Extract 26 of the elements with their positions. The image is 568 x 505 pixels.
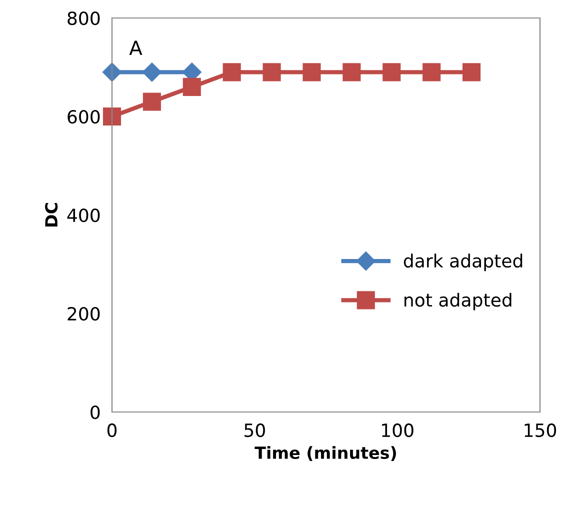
x-tick-label: 0 (107, 423, 117, 438)
y-axis-title: DC (45, 203, 58, 227)
point (302, 63, 321, 82)
point (142, 62, 162, 82)
point (462, 63, 481, 82)
x-tick-label: 50 (244, 423, 265, 438)
x-tick-label: 100 (382, 423, 414, 438)
point (222, 63, 241, 82)
y-tick-label: 200 (68, 306, 100, 321)
annotation: A (129, 40, 142, 55)
point (102, 62, 122, 82)
y-tick-label: 800 (68, 11, 100, 26)
point (262, 63, 281, 82)
point (342, 63, 361, 82)
x-tick-label: 150 (524, 423, 556, 438)
point (422, 63, 441, 82)
point (142, 92, 161, 111)
y-tick-label: 0 (90, 405, 100, 420)
x-axis-title: Time (minutes) (254, 446, 396, 462)
point (382, 63, 401, 82)
point (102, 107, 122, 126)
y-tick-label: 400 (67, 208, 100, 222)
legend-label: dark adapted (404, 254, 522, 272)
legend-label: not adapted (404, 292, 512, 310)
y-tick-label: 600 (68, 110, 100, 124)
point (182, 78, 201, 96)
